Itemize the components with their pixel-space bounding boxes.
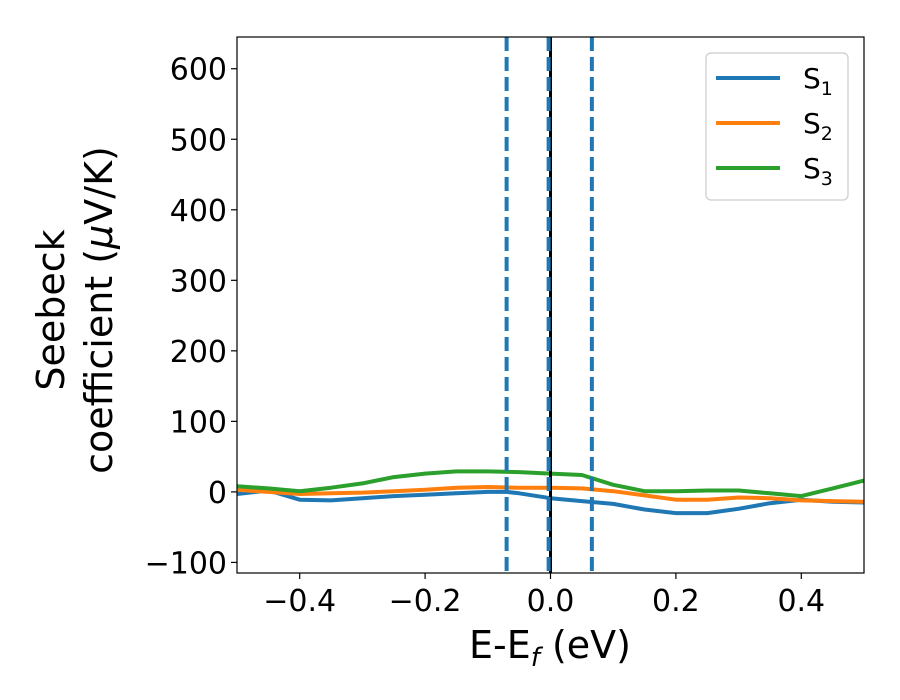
x-axis-title: E-Ef (eV) [469, 623, 631, 673]
legend-box [705, 52, 849, 201]
y-axis-title-post: V/K) [77, 146, 121, 225]
series-line-1 [237, 488, 864, 516]
x-tick-label: 0.0 [527, 584, 575, 619]
x-axis-title-unit: (eV) [540, 623, 631, 667]
plot-area [237, 37, 864, 573]
y-axis-title-line2: coefficient (μV/K) [77, 146, 121, 474]
x-axis-title-main: E-E [469, 623, 531, 667]
y-axis-title-mu: μ [77, 225, 121, 250]
y-axis-title: Seebeck coefficient (μV/K) [29, 146, 121, 474]
y-tick-label: 300 [170, 264, 227, 299]
x-tick-label: −0.2 [389, 584, 462, 619]
y-tick-label: −100 [145, 546, 227, 581]
legend-label-1: S1 [803, 62, 833, 100]
x-tick-label: −0.4 [263, 584, 336, 619]
x-tick-label: 0.2 [652, 584, 700, 619]
x-axis-ticks: −0.4 −0.2 0.0 0.2 0.4 [263, 573, 825, 619]
axes-frame [236, 36, 865, 574]
legend-label-2: S2 [803, 107, 833, 145]
legend-label-3: S3 [803, 152, 833, 190]
x-tick-label: 0.4 [777, 584, 825, 619]
y-axis-title-pre: coefficient ( [77, 249, 121, 474]
y-tick-label: 0 [208, 476, 227, 511]
y-tick-label: 200 [170, 335, 227, 370]
y-tick-label: 100 [170, 405, 227, 440]
y-tick-label: 500 [170, 123, 227, 158]
y-axis-title-line1: Seebeck [29, 229, 73, 390]
y-tick-label: 400 [170, 194, 227, 229]
y-tick-label: 600 [170, 53, 227, 88]
y-axis-ticks: −100 0 100 200 300 400 500 600 [145, 53, 237, 581]
legend: S1 S2 S3 [705, 52, 849, 201]
